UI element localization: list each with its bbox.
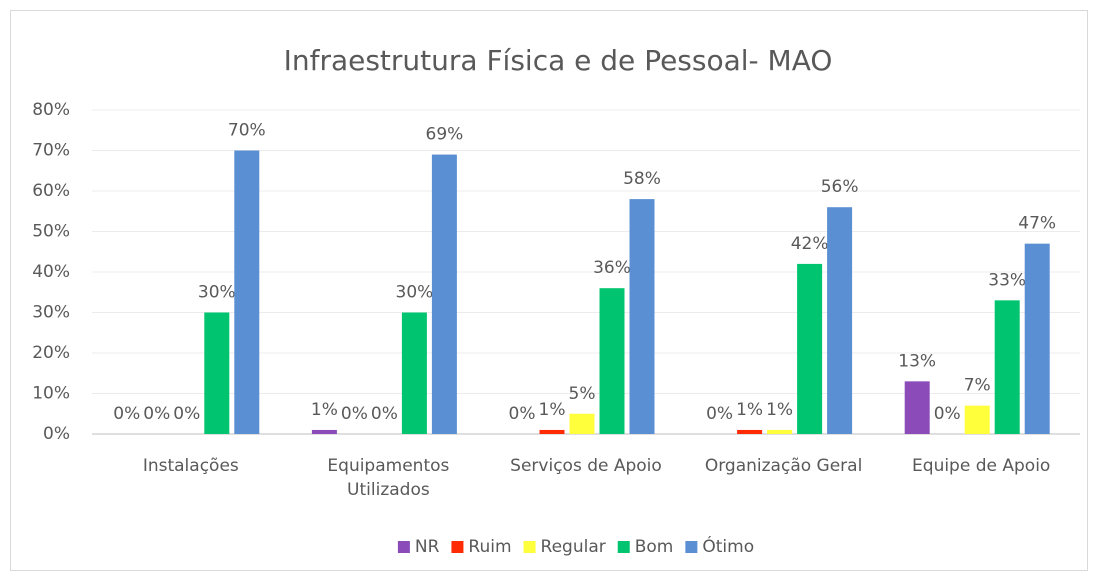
legend-swatch	[685, 541, 698, 553]
data-label: 42%	[791, 234, 829, 254]
bar	[767, 429, 793, 434]
y-tick-label: 10%	[32, 384, 70, 404]
data-label: 0%	[509, 404, 536, 424]
y-tick-label: 80%	[32, 100, 70, 120]
x-tick-label: Equipamentos Utilizados	[327, 456, 450, 500]
legend-swatch	[451, 541, 464, 553]
data-label: 56%	[821, 177, 859, 197]
x-tick-label: Equipe de Apoio	[912, 456, 1051, 476]
bar	[827, 207, 853, 434]
bar	[569, 413, 595, 434]
y-tick-label: 30%	[32, 303, 70, 323]
data-label: 30%	[396, 283, 434, 303]
x-tick-label: Organização Geral	[704, 456, 863, 476]
y-tick-label: 0%	[43, 424, 70, 444]
bar	[737, 429, 763, 434]
bar	[994, 300, 1020, 434]
x-tick-label: Instalações	[142, 456, 239, 476]
data-label: 0%	[341, 404, 368, 424]
legend-label: Regular	[541, 537, 606, 557]
data-label: 0%	[173, 404, 200, 424]
data-label: 1%	[311, 400, 338, 420]
legend-label: Bom	[635, 537, 674, 557]
bar	[904, 381, 930, 434]
data-label: 70%	[228, 121, 266, 141]
legend-label: Ruim	[468, 537, 511, 557]
bar	[311, 429, 337, 434]
bar	[234, 150, 260, 434]
y-tick-label: 70%	[32, 141, 70, 161]
bar	[431, 154, 457, 435]
legend-swatch	[617, 541, 630, 553]
data-label: 58%	[623, 169, 661, 189]
legend-label: Ótimo	[702, 535, 754, 557]
data-label: 0%	[706, 404, 733, 424]
data-label: 33%	[988, 270, 1026, 290]
bar	[629, 199, 655, 434]
x-tick-label: Serviços de Apoio	[510, 456, 662, 476]
bar	[539, 429, 565, 434]
data-label: 1%	[539, 400, 566, 420]
bar	[964, 405, 990, 434]
legend-swatch	[523, 541, 536, 553]
y-tick-label: 50%	[32, 222, 70, 242]
bar	[599, 288, 625, 434]
chart-title: Infraestrutura Física e de Pessoal- MAO	[284, 44, 833, 77]
data-label: 36%	[593, 258, 631, 278]
data-label: 69%	[426, 125, 464, 145]
data-label: 0%	[934, 404, 961, 424]
bar	[401, 312, 427, 434]
y-tick-label: 20%	[32, 343, 70, 363]
chart-frame	[10, 10, 1088, 571]
data-label: 1%	[766, 400, 793, 420]
data-label: 0%	[371, 404, 398, 424]
y-tick-label: 60%	[32, 181, 70, 201]
data-label: 47%	[1018, 214, 1056, 234]
data-label: 7%	[964, 376, 991, 396]
data-label: 1%	[736, 400, 763, 420]
data-label: 30%	[198, 283, 236, 303]
data-label: 13%	[898, 351, 936, 371]
bar	[204, 312, 230, 434]
data-label: 0%	[143, 404, 170, 424]
data-label: 0%	[113, 404, 140, 424]
legend-swatch	[397, 541, 410, 553]
y-tick-label: 40%	[32, 262, 70, 282]
legend-label: NR	[415, 537, 440, 557]
data-label: 5%	[569, 384, 596, 404]
bar	[797, 263, 823, 434]
bar	[1024, 243, 1050, 434]
